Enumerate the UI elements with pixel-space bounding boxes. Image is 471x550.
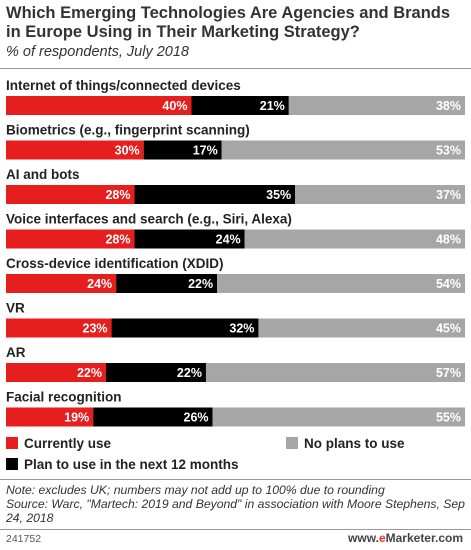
value-label-plan: 26% xyxy=(184,411,209,425)
chart-title: Which Emerging Technologies Are Agencies… xyxy=(6,4,451,41)
value-label-noplans: 37% xyxy=(436,188,461,202)
value-label-current: 19% xyxy=(64,411,89,425)
bar-segment-current xyxy=(6,274,117,293)
value-label-plan: 24% xyxy=(216,233,241,247)
bar-segment-current xyxy=(6,185,135,204)
legend-swatch-current xyxy=(6,437,18,449)
category-label: AR xyxy=(6,345,26,360)
value-label-noplans: 55% xyxy=(436,411,461,425)
bar-segment-noplans xyxy=(288,96,465,115)
category-label: VR xyxy=(6,301,25,316)
stacked-bar-chart: Internet of things/connected devices 40% 2… xyxy=(6,78,466,427)
chart-notes: Note: excludes UK; numbers may not add u… xyxy=(6,483,466,525)
category-label: AI and bots xyxy=(6,167,80,182)
value-label-plan: 22% xyxy=(188,277,213,291)
value-label-plan: 32% xyxy=(229,322,254,336)
category-label: Facial recognition xyxy=(6,390,122,405)
note-text: Note: excludes UK; numbers may not add u… xyxy=(6,483,385,497)
bar-segment-current xyxy=(6,229,135,249)
value-label-plan: 35% xyxy=(266,188,291,202)
bar-segment-plan xyxy=(134,229,245,249)
bar-segment-noplans xyxy=(258,318,465,338)
legend-item-current: Currently use xyxy=(6,436,111,451)
legend-swatch-plan xyxy=(6,458,18,470)
bottom-divider xyxy=(0,479,471,480)
top-divider xyxy=(0,68,471,69)
bar-segment-plan xyxy=(116,274,218,293)
value-label-noplans: 48% xyxy=(436,233,461,247)
value-label-current: 22% xyxy=(77,366,102,380)
bar-segment-plan xyxy=(93,407,213,427)
category-label: Biometrics (e.g., fingerprint scanning) xyxy=(6,123,250,138)
source-text: Source: Warc, "Martech: 2019 and Beyond"… xyxy=(6,497,465,525)
bar-segment-plan xyxy=(111,318,259,338)
value-label-current: 24% xyxy=(87,277,112,291)
brand-logo: www.eMarketer.com xyxy=(348,531,463,545)
bar-segment-plan xyxy=(134,185,296,204)
bar-segment-plan xyxy=(143,140,222,160)
value-label-current: 28% xyxy=(105,188,130,202)
value-label-current: 40% xyxy=(162,99,187,113)
value-label-plan: 22% xyxy=(177,366,202,380)
bar-segment-noplans xyxy=(205,363,466,382)
footer-divider xyxy=(0,529,471,530)
legend-item-plan: Plan to use in the next 12 months xyxy=(6,457,239,472)
category-label: Cross-device identification (XDID) xyxy=(6,256,224,271)
value-label-noplans: 53% xyxy=(436,144,461,158)
legend-item-noplans: No plans to use xyxy=(286,436,405,451)
legend-label-plan: Plan to use in the next 12 months xyxy=(24,457,239,472)
category-label: Internet of things/connected devices xyxy=(6,78,241,93)
bar-segment-noplans xyxy=(295,185,465,204)
value-label-noplans: 57% xyxy=(436,366,461,380)
value-label-noplans: 38% xyxy=(436,99,461,113)
value-label-current: 28% xyxy=(105,233,130,247)
bar-segment-current xyxy=(6,318,112,338)
value-label-noplans: 45% xyxy=(436,322,461,336)
category-label: Voice interfaces and search (e.g., Siri,… xyxy=(6,212,292,227)
bar-segment-plan xyxy=(191,96,289,115)
bar-segment-plan xyxy=(105,363,206,382)
bar-segment-noplans xyxy=(212,407,465,427)
value-label-plan: 21% xyxy=(260,99,285,113)
value-label-current: 30% xyxy=(115,144,140,158)
bar-segment-current xyxy=(6,363,106,382)
bar-segment-current xyxy=(6,140,144,160)
legend-label-current: Currently use xyxy=(24,436,112,451)
bar-segment-noplans xyxy=(244,229,465,249)
value-label-noplans: 54% xyxy=(436,277,461,291)
value-label-plan: 17% xyxy=(193,144,218,158)
bar-segment-current xyxy=(6,96,192,115)
bar-segment-noplans xyxy=(217,274,465,293)
bar-segment-current xyxy=(6,407,94,427)
chart-id: 241752 xyxy=(6,533,42,545)
bar-segment-noplans xyxy=(221,140,465,160)
chart-subtitle: % of respondents, July 2018 xyxy=(6,44,189,60)
value-label-current: 23% xyxy=(83,322,108,336)
legend-swatch-noplans xyxy=(286,437,298,449)
legend-label-noplans: No plans to use xyxy=(304,436,405,451)
